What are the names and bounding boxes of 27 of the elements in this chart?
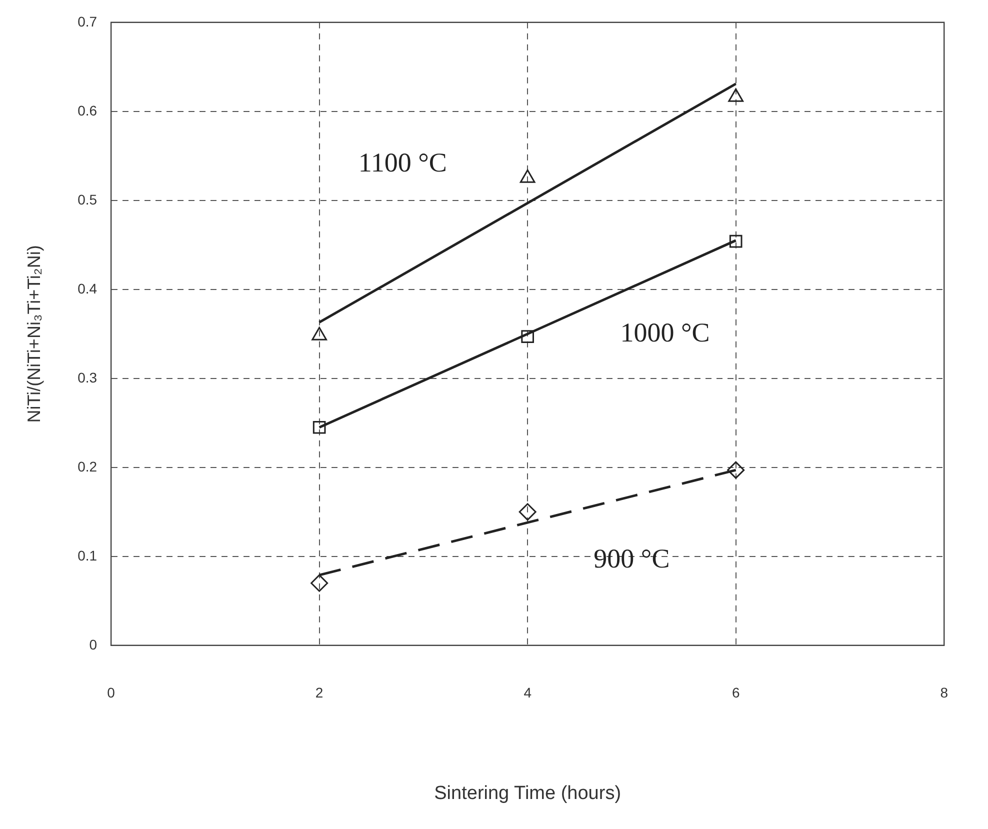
- point: [521, 330, 534, 343]
- point: [520, 169, 536, 183]
- y-tick-label: 0.5: [78, 191, 98, 208]
- point: [518, 503, 536, 521]
- x-tick-label: 4: [524, 684, 532, 701]
- y-tick-label: 0.3: [78, 369, 98, 386]
- point: [729, 234, 742, 248]
- y-tick-label: 0.4: [78, 280, 98, 296]
- series-label: 1000 °C: [620, 317, 710, 348]
- point: [728, 88, 744, 102]
- y-axis-title: NiTi/(NiTi+Ni₃Ti+Ti₂Ni): [24, 245, 44, 423]
- y-tick-label: 0.7: [78, 13, 98, 30]
- point: [312, 326, 327, 340]
- point: [727, 461, 745, 479]
- x-tick-label: 2: [315, 684, 324, 701]
- x-tick-label: 6: [732, 684, 740, 701]
- x-axis-title: Sintering Time (hours): [434, 782, 622, 804]
- y-tick-label: 0.6: [78, 102, 98, 118]
- series-label: 900 °C: [594, 543, 670, 574]
- y-tick-label: 0: [89, 636, 98, 652]
- x-tick-label: 0: [107, 684, 116, 701]
- y-tick-label: 0.2: [78, 458, 98, 474]
- text: 1100 °C: [358, 148, 447, 178]
- point: [310, 574, 328, 592]
- x-tick-label: 8: [940, 684, 948, 701]
- y-tick-label: 0.1: [78, 547, 98, 564]
- point: [312, 420, 326, 434]
